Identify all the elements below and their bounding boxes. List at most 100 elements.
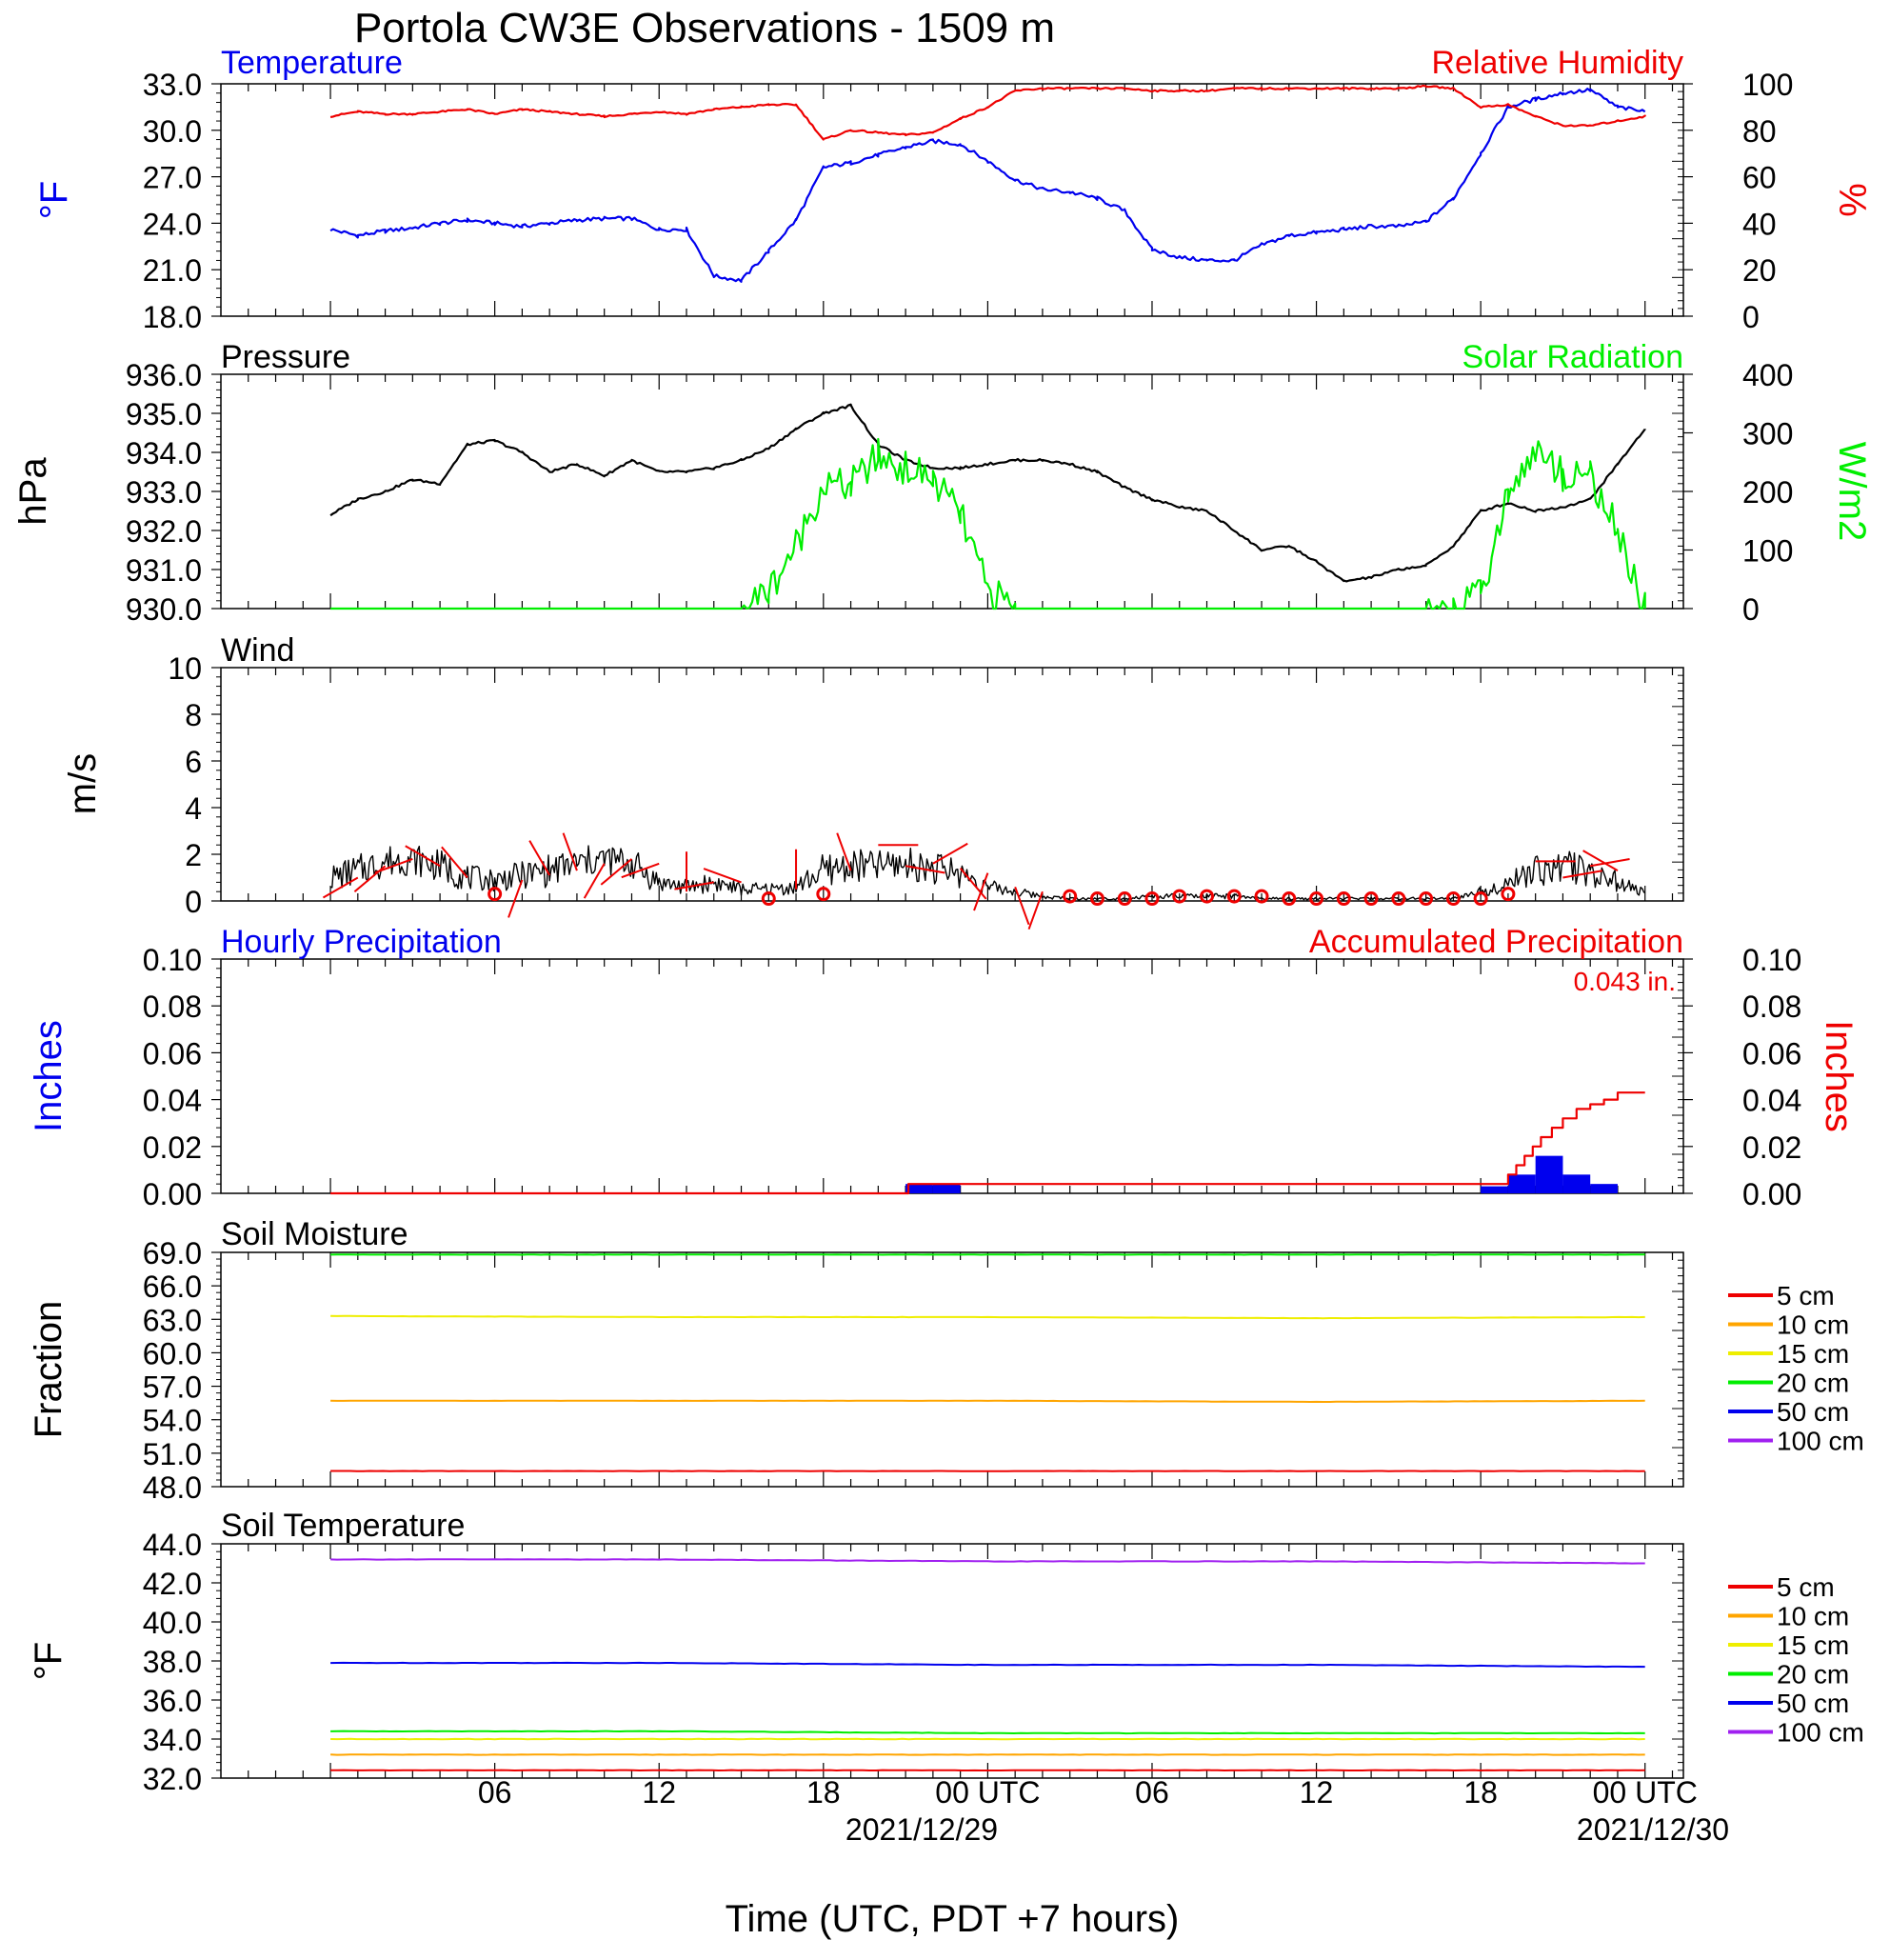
precipitation-ytick-label-right: 0.10 bbox=[1742, 943, 1801, 977]
precipitation-ytick-label-left: 0.08 bbox=[143, 990, 202, 1024]
wind-ytick-label-left: 0 bbox=[185, 885, 202, 919]
pressure-solar-ytick-label-left: 934.0 bbox=[126, 436, 202, 470]
hourly-precip-title: Hourly Precipitation bbox=[221, 924, 502, 960]
pressure-solar-ytick-label-right: 0 bbox=[1742, 592, 1760, 627]
x-tick-label: 12 bbox=[1300, 1775, 1334, 1810]
wind-ytick-label-left: 2 bbox=[185, 838, 202, 872]
precip-bar bbox=[1481, 1187, 1508, 1193]
x-tick-label: 18 bbox=[806, 1775, 841, 1810]
pressure-solar-ytick-label-right: 400 bbox=[1742, 358, 1793, 392]
soil-moisture-ytick-label-left: 63.0 bbox=[143, 1303, 202, 1337]
precipitation-ytick-label-left: 0.06 bbox=[143, 1036, 202, 1070]
temperature-humidity-ytick-label-right: 40 bbox=[1742, 207, 1777, 241]
x-tick-label: 00 UTC bbox=[935, 1775, 1040, 1810]
temperature-humidity-frame bbox=[221, 84, 1683, 316]
temperature-humidity-ytick-label-right: 80 bbox=[1742, 114, 1777, 149]
soil-temperature-axes bbox=[211, 1544, 1683, 1778]
pressure-line bbox=[330, 405, 1645, 582]
precip-left-axis-label: Inches bbox=[28, 1020, 70, 1132]
precip-bar bbox=[1590, 1184, 1618, 1193]
soil-temperature-legend-label: 15 cm bbox=[1777, 1630, 1849, 1660]
soil-temperature-ytick-label-left: 38.0 bbox=[143, 1645, 202, 1679]
pressure-title: Pressure bbox=[221, 339, 350, 375]
precipitation-ytick-label-left: 0.04 bbox=[143, 1084, 202, 1118]
precip-right-axis-label: Inches bbox=[1818, 1020, 1860, 1132]
soil-moisture-title: Soil Moisture bbox=[221, 1216, 408, 1252]
pressure-solar-ytick-label-left: 933.0 bbox=[126, 475, 202, 510]
x-tick-label: 12 bbox=[642, 1775, 676, 1810]
temperature-humidity-ytick-label-right: 0 bbox=[1742, 300, 1760, 334]
soil-temperature-axis-label: °F bbox=[28, 1642, 70, 1680]
soil-temperature-title: Soil Temperature bbox=[221, 1508, 465, 1544]
temperature-humidity-ytick-label-left: 24.0 bbox=[143, 207, 202, 241]
wind-ytick-label-left: 6 bbox=[185, 745, 202, 779]
humidity-title: Relative Humidity bbox=[1431, 45, 1683, 81]
soil-moisture-line bbox=[330, 1316, 1645, 1319]
temperature-humidity-ytick-label-left: 33.0 bbox=[143, 68, 202, 102]
precip-bar bbox=[933, 1184, 961, 1193]
wind-barb bbox=[323, 878, 357, 898]
chart-title: Portola CW3E Observations - 1509 m bbox=[354, 5, 1055, 51]
date-label-2: 2021/12/30 bbox=[1577, 1812, 1729, 1847]
soil-moisture-legend-label: 10 cm bbox=[1777, 1310, 1849, 1340]
soil-moisture-line bbox=[330, 1401, 1645, 1402]
x-tick-label: 00 UTC bbox=[1593, 1775, 1698, 1810]
pressure-solar-ytick-label-left: 931.0 bbox=[126, 553, 202, 588]
soil-temperature-legend-label: 5 cm bbox=[1777, 1572, 1835, 1602]
pressure-solar-ytick-label-right: 100 bbox=[1742, 534, 1793, 569]
humidity-axis-label: % bbox=[1831, 183, 1873, 217]
precipitation-ytick-label-left: 0.02 bbox=[143, 1130, 202, 1165]
soil-moisture-axis-label: Fraction bbox=[28, 1301, 70, 1439]
temperature-humidity-ytick-label-left: 18.0 bbox=[143, 300, 202, 334]
soil-temperature-ytick-label-left: 34.0 bbox=[143, 1723, 202, 1757]
soil-moisture-ytick-label-left: 57.0 bbox=[143, 1370, 202, 1405]
temperature-humidity-axes bbox=[211, 84, 1693, 316]
soil-temperature-legend-label: 10 cm bbox=[1777, 1602, 1849, 1631]
precip-bar bbox=[1508, 1174, 1536, 1193]
wind-barb bbox=[974, 873, 987, 910]
wind-barb bbox=[961, 869, 986, 899]
x-axis-label: Time (UTC, PDT +7 hours) bbox=[726, 1898, 1180, 1940]
temperature-humidity-ytick-label-right: 60 bbox=[1742, 161, 1777, 195]
solar-title: Solar Radiation bbox=[1462, 339, 1683, 375]
soil-temperature-legend-label: 20 cm bbox=[1777, 1660, 1849, 1690]
temperature-humidity-ytick-label-left: 21.0 bbox=[143, 253, 202, 288]
precipitation-ytick-label-right: 0.06 bbox=[1742, 1036, 1801, 1070]
temperature-line bbox=[330, 89, 1645, 282]
temperature-humidity-ytick-label-right: 20 bbox=[1742, 253, 1777, 288]
pressure-solar-ytick-label-right: 200 bbox=[1742, 475, 1793, 510]
soil-moisture-legend-label: 20 cm bbox=[1777, 1369, 1849, 1398]
soil-temperature-ytick-label-left: 42.0 bbox=[143, 1567, 202, 1601]
soil-moisture-frame bbox=[221, 1252, 1683, 1487]
wind-title: Wind bbox=[221, 632, 294, 669]
precipitation-axes bbox=[211, 959, 1693, 1193]
soil-temperature-legend-label: 50 cm bbox=[1777, 1689, 1849, 1718]
accum-precip-title: Accumulated Precipitation bbox=[1309, 924, 1683, 960]
x-tick-label: 06 bbox=[478, 1775, 512, 1810]
wind-axes bbox=[211, 668, 1683, 901]
temperature-axis-label: °F bbox=[33, 181, 75, 219]
precipitation-ytick-label-right: 0.04 bbox=[1742, 1084, 1801, 1118]
solar-axis-label: W/m2 bbox=[1831, 442, 1873, 541]
wind-barb bbox=[1562, 870, 1602, 877]
soil-moisture-legend-label: 100 cm bbox=[1777, 1427, 1864, 1456]
soil-temperature-frame bbox=[221, 1544, 1683, 1778]
pressure-solar-ytick-label-left: 932.0 bbox=[126, 514, 202, 549]
soil-temperature-line bbox=[330, 1731, 1645, 1734]
wind-ytick-label-left: 10 bbox=[168, 651, 202, 686]
wind-axis-label: m/s bbox=[62, 753, 104, 814]
precipitation-ytick-label-left: 0.10 bbox=[143, 943, 202, 977]
precip-bar bbox=[1562, 1174, 1590, 1193]
precip-bar bbox=[1536, 1156, 1563, 1193]
temperature-humidity-ytick-label-left: 30.0 bbox=[143, 114, 202, 149]
soil-temperature-ytick-label-left: 32.0 bbox=[143, 1762, 202, 1796]
x-tick-label: 06 bbox=[1135, 1775, 1169, 1810]
temperature-humidity-ytick-label-right: 100 bbox=[1742, 68, 1793, 102]
date-label-1: 2021/12/29 bbox=[846, 1812, 998, 1847]
wind-ytick-label-left: 8 bbox=[185, 698, 202, 732]
soil-moisture-ytick-label-left: 51.0 bbox=[143, 1437, 202, 1471]
soil-temperature-line bbox=[330, 1559, 1645, 1563]
soil-moisture-legend-label: 50 cm bbox=[1777, 1397, 1849, 1427]
pressure-solar-ytick-label-left: 930.0 bbox=[126, 592, 202, 627]
